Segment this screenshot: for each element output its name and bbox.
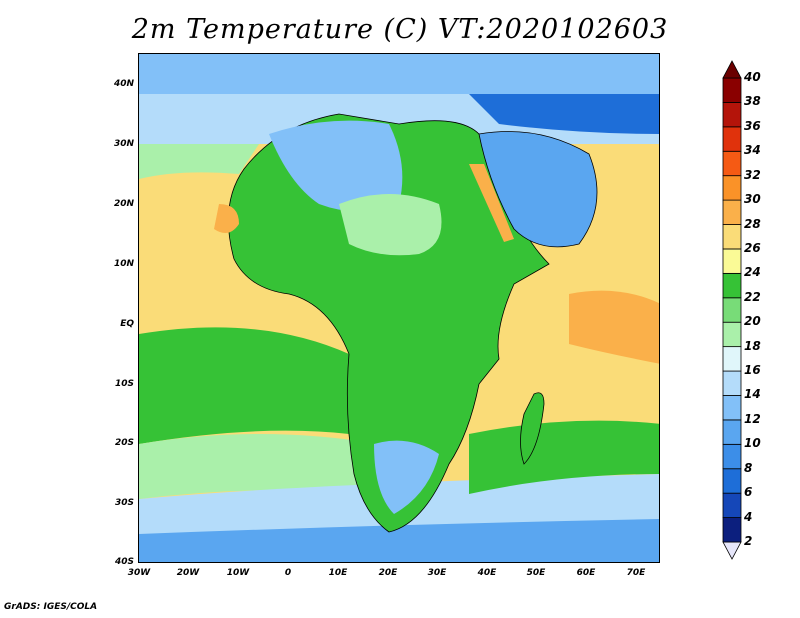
map-title: 2m Temperature (C) VT:2020102603 [131, 14, 669, 45]
colorbar-swatch [722, 272, 742, 299]
lon-label-40e: 40E [477, 568, 497, 578]
indian-ocean-warm [569, 290, 659, 364]
colorbar-top-triangle [722, 60, 742, 79]
lon-label-50e: 50E [526, 568, 546, 578]
colorbar-swatch [722, 224, 742, 250]
colorbar-swatch [722, 102, 742, 128]
lat-label-20n: 20N [113, 199, 134, 209]
colorbar-swatch [722, 468, 742, 494]
sahara-cool-zone [269, 120, 403, 212]
lon-label-20w: 20W [176, 568, 200, 578]
colorbar-swatch [722, 150, 742, 177]
colorbar-label: 12 [744, 411, 761, 426]
colorbar-label: 2 [744, 534, 753, 548]
atlantic-canary-cool [139, 144, 259, 179]
colorbar-label: 22 [744, 289, 761, 304]
temperature-field [139, 54, 659, 562]
lat-label-30s: 30S [114, 498, 134, 508]
europe-band [139, 54, 659, 94]
colorbar-swatch [722, 77, 742, 103]
sahel-mild-zone [339, 194, 442, 256]
colorbar-label: 26 [744, 240, 761, 255]
senegal-warm [214, 204, 239, 233]
colorbar-label: 4 [744, 509, 753, 524]
arabian-peninsula [478, 131, 598, 248]
africa-landmass [228, 113, 550, 533]
colorbar-swatch [722, 297, 742, 323]
lat-label-40n: 40N [113, 79, 134, 89]
lat-label-30n: 30N [113, 139, 134, 149]
colorbar-swatch [722, 248, 742, 274]
lat-label-20s: 20S [114, 438, 134, 448]
colorbar-label: 10 [744, 436, 761, 451]
lon-label-70e: 70E [626, 568, 646, 578]
south-atlantic-lightgreen [139, 434, 379, 499]
middle-east-cold [469, 94, 659, 134]
colorbar-label: 32 [744, 167, 761, 182]
colorbar-bottom-triangle [722, 541, 742, 560]
colorbar-label: 6 [744, 485, 753, 500]
lat-label-10n: 10N [113, 259, 134, 269]
colorbar-swatch [722, 126, 742, 152]
lat-label-eq: EQ [120, 319, 134, 329]
colorbar-swatch [722, 321, 742, 348]
madagascar [520, 392, 545, 465]
colorbar-label: 16 [744, 363, 761, 378]
colorbar-label: 30 [744, 192, 761, 207]
lat-label-40s: 40S [114, 557, 134, 567]
colorbar-swatch [722, 395, 742, 421]
colorbar-swatch [722, 419, 742, 445]
colorbar-swatch [722, 370, 742, 396]
colorbar-label: 38 [744, 94, 761, 109]
atlantic-north-warm [139, 172, 239, 269]
colorbar-label: 14 [744, 387, 761, 402]
lon-label-60e: 60E [576, 568, 596, 578]
lon-label-30e: 30E [427, 568, 447, 578]
lon-label-10w: 10W [226, 568, 250, 578]
colorbar-swatch [722, 517, 742, 543]
colorbar-swatch [722, 443, 742, 470]
colorbar-swatch [722, 492, 742, 518]
colorbar-label: 36 [744, 118, 761, 133]
lon-label-30w: 30W [127, 568, 151, 578]
colorbar-label: 40 [744, 70, 761, 84]
temperature-map [138, 53, 660, 563]
colorbar-label: 28 [744, 216, 761, 231]
colorbar-label: 18 [744, 338, 761, 353]
southern-ocean-cold [139, 519, 659, 562]
colorbar-label: 20 [744, 314, 761, 329]
colorbar-label: 24 [744, 265, 761, 280]
colorbar-swatch [722, 346, 742, 372]
grads-credit: GrADS: IGES/COLA [4, 602, 98, 612]
colorbar-label: 34 [744, 143, 761, 158]
red-sea [469, 164, 514, 242]
southern-africa-cool [374, 440, 439, 514]
colorbar-swatch [722, 199, 742, 225]
colorbar [722, 60, 742, 560]
indian-ocean-green [469, 420, 659, 494]
lon-label-10e: 10E [328, 568, 348, 578]
lon-label-20e: 20E [378, 568, 398, 578]
south-atlantic-green [139, 327, 349, 444]
lon-label-0: 0 [284, 568, 292, 578]
colorbar-swatch [722, 175, 742, 201]
colorbar-label: 8 [744, 460, 753, 475]
lat-label-10s: 10S [114, 379, 134, 389]
